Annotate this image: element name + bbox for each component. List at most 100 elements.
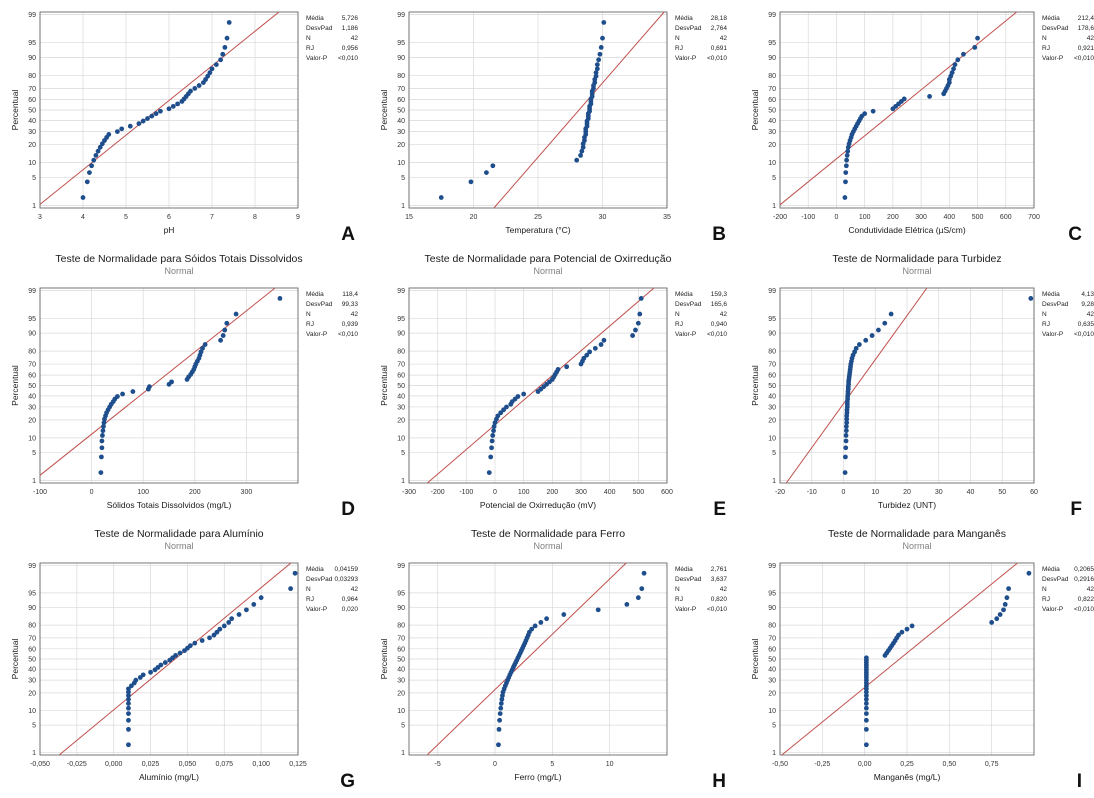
normality-plot-g: Teste de Normalidade para Alumínio Normal… [0,521,367,793]
data-point [593,70,599,76]
x-tick-label: 30 [935,489,943,496]
y-tick-label: 95 [28,590,36,597]
data-point [843,454,848,460]
data-point [491,424,497,429]
stats-label: N [306,311,311,318]
stats-value: 0,940 [711,321,728,328]
data-point [638,296,644,301]
data-point [202,342,208,347]
data-point [863,726,869,732]
stats-label: Média [306,291,324,298]
chart-title: Teste de Normalidade para Sóidos Totais … [55,253,302,265]
y-tick-label: 5 [772,175,776,182]
panel-letter: G [340,771,355,792]
x-tick-label: 300 [241,489,253,496]
data-point [101,420,107,426]
stats-label: DesvPad [675,576,702,583]
stats-label: RJ [675,45,683,52]
data-point [989,620,995,625]
plot-frame [779,562,1035,756]
data-point [486,470,492,475]
stats-value: 42 [720,35,728,42]
data-point [224,320,230,326]
y-tick-label: 20 [397,690,405,697]
data-point [961,51,966,57]
stats-value: 42 [351,311,359,318]
data-point [596,57,602,63]
stats-value: 0,964 [342,596,359,603]
x-tick-label: 15 [405,214,413,221]
x-tick-label: 35 [663,214,671,221]
x-tick-label: 0,000 [105,761,123,768]
fitted-line [426,563,627,755]
y-tick-label: 99 [28,288,36,295]
data-point [101,424,106,429]
data-point [843,424,849,429]
stats-label: Valor-P [1042,331,1063,338]
data-point [581,355,587,361]
y-axis-label: Percentual [10,90,20,131]
stats-label: N [1042,35,1047,42]
stats-label: DesvPad [1042,25,1069,32]
data-point [844,416,850,422]
data-point [1028,296,1034,301]
data-point [188,88,193,94]
x-tick-label: 0,025 [142,761,160,768]
stats-label: N [306,35,311,42]
y-tick-label: 50 [397,108,405,115]
y-tick-label: 40 [28,393,36,400]
data-point [997,612,1003,617]
y-tick-label: 95 [768,590,776,597]
x-axis-label: Ferro (mg/L) [514,772,561,782]
y-axis-label: Percentual [750,90,760,131]
data-point [162,660,168,665]
data-point [580,144,586,150]
data-point [498,701,504,706]
data-point [224,35,230,41]
data-point [955,57,961,63]
stats-label: N [1042,586,1047,593]
y-tick-label: 5 [32,723,36,730]
x-tick-label: -20 [775,489,785,496]
y-axis-label: Percentual [379,639,389,680]
y-axis-label: Percentual [10,639,20,680]
normality-plot-c: 1 5 10 20 30 40 50 60 70 80 90 95 99 -200 -100 0 100 200 3… [738,0,1094,246]
stats-label: DesvPad [675,25,702,32]
data-point [244,607,249,613]
stats-label: N [675,586,680,593]
fitted-line [58,563,292,755]
y-tick-label: 10 [397,708,405,715]
stats-label: N [306,586,311,593]
data-point [214,629,220,635]
data-point [166,106,172,112]
y-tick-label: 60 [768,646,776,653]
x-tick-label: -300 [402,489,416,496]
x-tick-label: 25 [534,214,542,221]
normality-plot-h: Teste de Normalidade para Ferro Normal 1 5 1… [367,521,738,793]
y-tick-label: 50 [768,657,776,664]
y-tick-label: 95 [397,40,405,47]
stats-label: Média [1042,291,1060,298]
data-point [211,632,217,638]
chart-title: Teste de Normalidade para Manganês [828,528,1006,540]
y-tick-label: 40 [28,667,36,674]
data-point [633,327,638,333]
stats-value: 99,33 [342,301,359,308]
y-tick-label: 10 [768,435,776,442]
data-point [1001,607,1006,613]
data-point [843,428,849,434]
y-tick-label: 10 [768,160,776,167]
y-axis-label: Percentual [750,639,760,680]
y-tick-label: 95 [768,316,776,323]
stats-label: Média [1042,15,1060,22]
chart-title: Teste de Normalidade para Alumínio [94,528,263,540]
x-axis-label: Condutividade Elétrica (µS/cm) [848,225,966,235]
data-point [199,638,205,643]
stats-value: 42 [1087,586,1094,593]
panel-letter: B [712,224,726,245]
stats-value: 2,761 [711,566,728,573]
data-point [99,454,104,460]
stats-value: 0,956 [342,45,359,52]
data-point [863,701,869,706]
